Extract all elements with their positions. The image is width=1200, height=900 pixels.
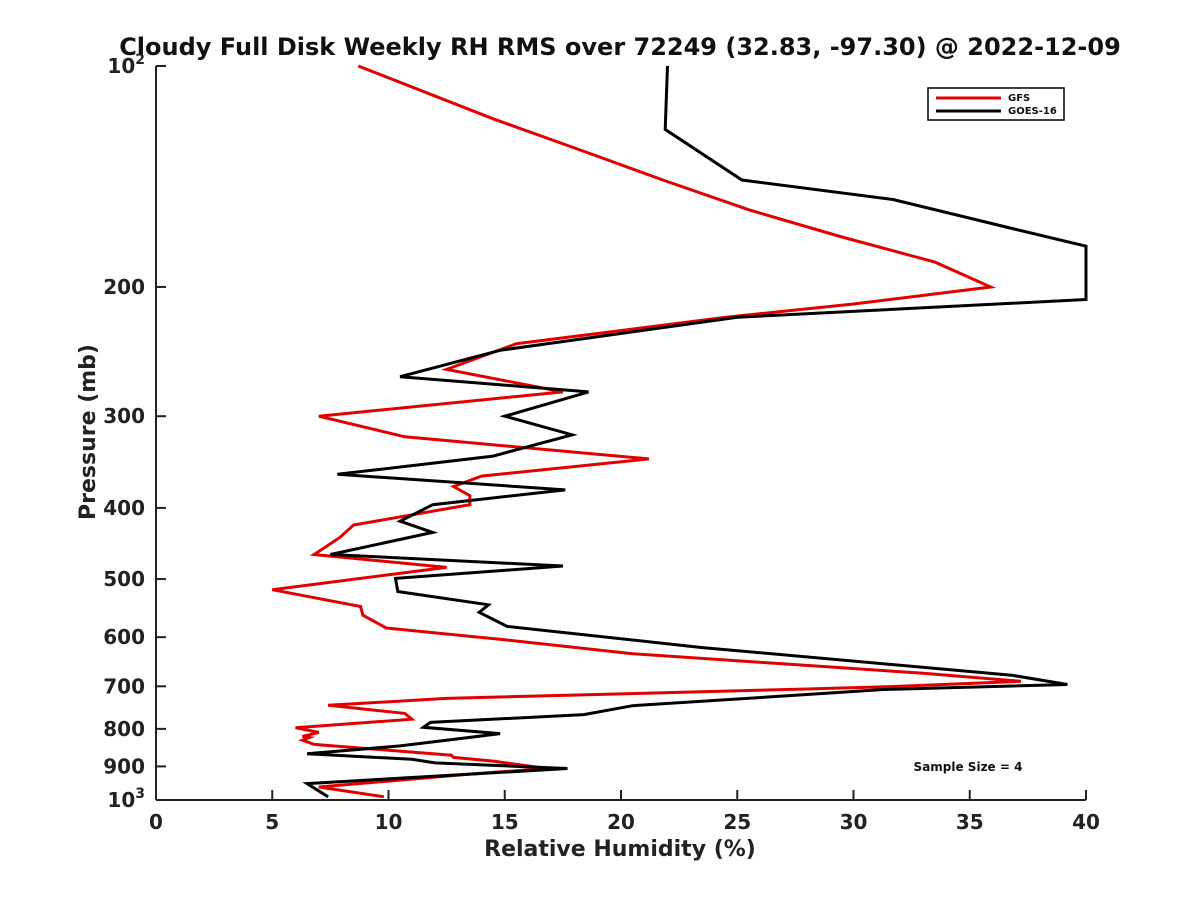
x-tick-label: 15	[491, 810, 519, 834]
y-tick-label: 800	[103, 717, 145, 741]
legend-label-gfs: GFS	[1008, 93, 1030, 104]
x-tick-label: 20	[607, 810, 635, 834]
sample-size-annotation: Sample Size = 4	[914, 760, 1023, 774]
x-tick-label: 5	[265, 810, 279, 834]
y-tick-label: 400	[103, 496, 145, 520]
y-tick-label: 700	[103, 674, 145, 698]
legend-label-goes16: GOES-16	[1008, 106, 1057, 117]
y-tick-label: 102	[107, 52, 145, 78]
y-tick-label: 500	[103, 567, 145, 591]
y-tick-label: 600	[103, 625, 145, 649]
legend-box	[927, 87, 1065, 121]
series-line-goes16	[302, 65, 1088, 799]
x-tick-label: 35	[956, 810, 984, 834]
x-tick-label: 25	[723, 810, 751, 834]
chart-title: Cloudy Full Disk Weekly RH RMS over 7224…	[119, 33, 1121, 61]
y-tick-label: 900	[103, 754, 145, 778]
x-axis-label: Relative Humidity (%)	[484, 837, 756, 862]
x-tick-label: 30	[840, 810, 868, 834]
legend: GFS GOES-16	[927, 87, 1065, 121]
x-tick-label: 40	[1072, 810, 1100, 834]
y-tick-label: 200	[103, 275, 145, 299]
x-tick-label: 10	[375, 810, 403, 834]
x-tick-label: 0	[149, 810, 163, 834]
y-axis-label: Pressure (mb)	[76, 344, 101, 520]
y-tick-label: 103	[107, 786, 145, 812]
ticks-layer: 0 5 10 15 20 25 30 35 40 102 200 300 400 500 600 700 800…	[103, 52, 1100, 834]
series-line-gfs	[272, 64, 1022, 799]
y-tick-label: 300	[103, 404, 145, 428]
series-layer	[272, 64, 1088, 799]
